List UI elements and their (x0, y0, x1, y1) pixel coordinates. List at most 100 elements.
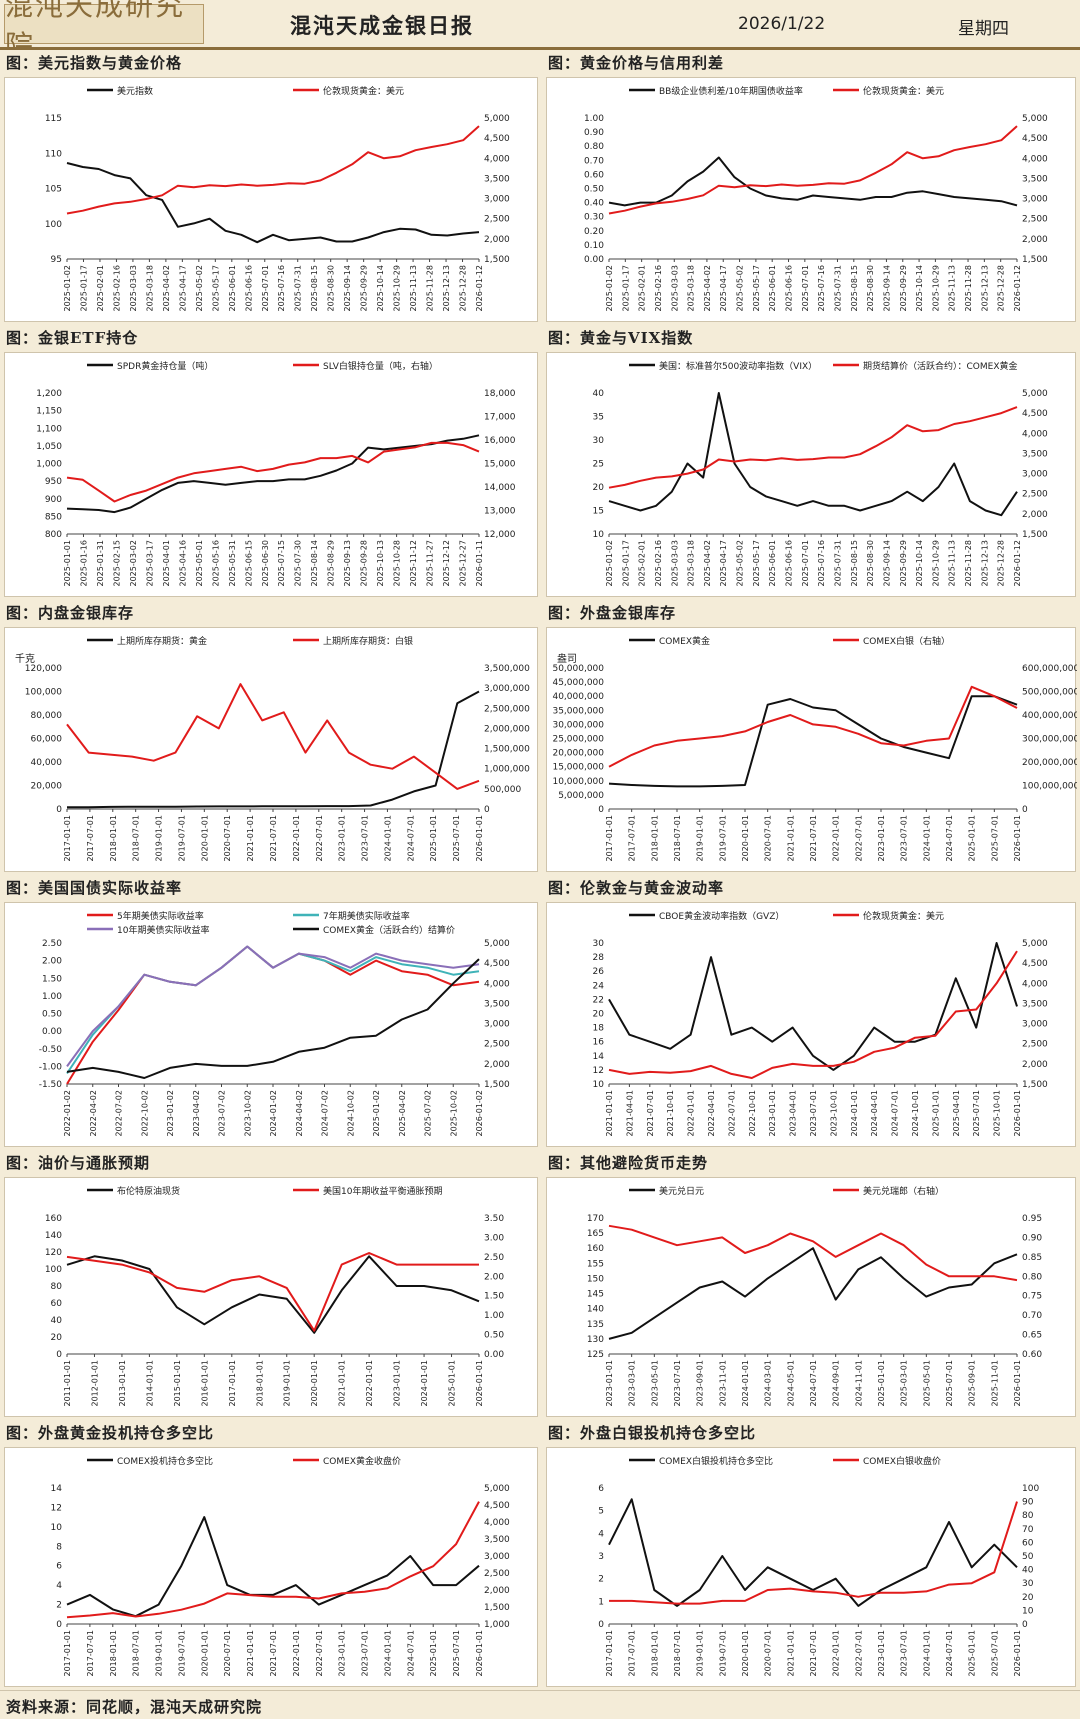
x-tick-label: 2022-01-01 (832, 1630, 841, 1677)
x-tick-label: 2025-09-01 (968, 1360, 977, 1407)
y-tick-label: 0 (56, 1350, 62, 1360)
y2-tick-label: 30 (1022, 1579, 1034, 1589)
x-tick-label: 2017-01-01 (228, 1360, 237, 1407)
y2-tick-label: 100 (1022, 1484, 1039, 1494)
y-tick-label: 60 (51, 1299, 63, 1309)
chart-title: 图：其他避险货币走势 (542, 1150, 709, 1176)
y2-tick-label: 2,500 (484, 1569, 510, 1579)
chart-svg: 美元兑日元 美元兑瑞郎（右轴） 125 130 135 140 145 150 155 160 16… (587, 1185, 1043, 1407)
chart-area: COMEX黄金 COMEX白银（右轴） 盎司 0 5,000,000 10,000,000… (546, 627, 1077, 872)
y-tick-label: 12 (51, 1503, 62, 1513)
y-tick-label: 80,000 (31, 711, 63, 721)
x-tick-label: 2025-08-15 (850, 540, 859, 587)
y2-tick-label: 18,000 (484, 389, 516, 399)
report-weekday: 星期四 (958, 19, 1009, 39)
y2-tick-label: 2,500,000 (484, 704, 530, 714)
y2-tick-label: 2,000,000 (484, 724, 530, 734)
y-tick-label: 0.80 (584, 142, 604, 152)
series-line (66, 1252, 479, 1332)
x-tick-label: 2024-07-01 (945, 815, 954, 862)
x-tick-label: 2020-07-01 (764, 1630, 773, 1677)
y-tick-label: 1,200 (36, 389, 62, 399)
y-tick-label: 26 (593, 967, 605, 977)
chart-panel: 图：其他避险货币走势美元兑日元 美元兑瑞郎（右轴） 125 130 135 140 145 1… (542, 1150, 1080, 1420)
chart-panel: 图：外盘金银库存 COMEX黄金 COMEX白银（右轴） 盎司 0 5,000,000 10… (542, 600, 1080, 875)
series-line (66, 441, 480, 503)
y2-tick-label: 1,000 (484, 1620, 510, 1630)
series-line (66, 1501, 480, 1619)
x-tick-label: 2025-02-01 (638, 265, 647, 312)
x-tick-label: 2025-07-15 (277, 540, 286, 587)
x-tick-label: 2025-07-01 (945, 1360, 954, 1407)
series-line (66, 945, 480, 1067)
x-tick-label: 2020-01-01 (200, 1630, 209, 1677)
y-tick-label: 120 (45, 1248, 62, 1258)
y2-tick-label: 4,500 (1022, 134, 1048, 144)
x-tick-label: 2025-01-16 (79, 540, 88, 587)
x-tick-label: 2025-05-31 (228, 540, 237, 587)
y2-tick-label: 3,500,000 (484, 664, 530, 674)
x-tick-label: 2022-07-02 (115, 1090, 124, 1137)
x-tick-label: 2021-01-01 (246, 1630, 255, 1677)
x-tick-label: 2025-11-12 (409, 540, 418, 587)
x-tick-label: 2023-01-02 (166, 1090, 175, 1137)
x-tick-label: 2022-07-01 (727, 1090, 736, 1137)
y2-tick-label: 1,500,000 (484, 745, 530, 755)
x-tick-label: 2024-03-01 (764, 1360, 773, 1407)
y-tick-label: 20 (593, 1010, 605, 1020)
series-line (608, 406, 1018, 489)
chart-svg: 美元指数 伦敦现货黄金：美元 95 100 105 110 115 1,500 2,000 2,5… (45, 85, 510, 312)
x-tick-label: 2020-01-01 (200, 815, 209, 862)
x-tick-label: 2023-07-01 (361, 815, 370, 862)
x-tick-label: 2025-12-13 (980, 265, 989, 312)
y-tick-label: 0 (56, 805, 62, 815)
x-tick-label: 2023-10-02 (243, 1090, 252, 1137)
y-tick-label: 0.40 (584, 199, 604, 209)
x-tick-label: 2025-01-01 (429, 1630, 438, 1677)
series-line (66, 958, 480, 1079)
y2-tick-label: 3,000 (1022, 470, 1048, 480)
y-tick-label: 0.50 (42, 1010, 62, 1020)
y2-tick-label: 0.65 (1022, 1331, 1042, 1341)
x-tick-label: 2025-11-13 (948, 265, 957, 312)
x-tick-label: 2022-01-01 (292, 1630, 301, 1677)
chart-panel: 图：外盘黄金投机持仓多空比 COMEX投机持仓多空比 COMEX黄金收盘价 0 2 4 6 8… (0, 1420, 542, 1690)
series-line (608, 156, 1018, 207)
y-tick-label: 3 (598, 1552, 604, 1562)
y-tick-label: 120,000 (25, 664, 62, 674)
y-tick-label: 130 (587, 1335, 604, 1345)
x-tick-label: 2022-04-02 (89, 1090, 98, 1137)
chart-svg: 美国：标准普尔500波动率指数（VIX） 期货结算价（活跃合约）：COMEX黄金 1… (593, 360, 1048, 587)
x-tick-label: 2025-10-29 (931, 265, 940, 312)
x-tick-label: 2024-07-01 (891, 1090, 900, 1137)
chart-svg: COMEX投机持仓多空比 COMEX黄金收盘价 0 2 4 6 8 10 12 14 1,000 1,… (51, 1455, 510, 1677)
x-tick-label: 2025-02-01 (96, 265, 105, 312)
x-tick-label: 2022-01-02 (63, 1090, 72, 1137)
x-tick-label: 2025-07-02 (424, 1090, 433, 1137)
x-tick-label: 2025-09-29 (899, 540, 908, 587)
y-tick-label: 80 (51, 1282, 63, 1292)
y2-tick-label: 3.50 (484, 1214, 504, 1224)
legend-label: COMEX黄金 (659, 635, 710, 647)
x-tick-label: 2025-01-02 (605, 540, 614, 587)
y-tick-label: 0 (598, 1620, 604, 1630)
y2-tick-label: 300,000,000 (1022, 735, 1077, 745)
x-tick-label: 2025-01-01 (877, 1360, 886, 1407)
legend-label: 美元兑瑞郎（右轴） (863, 1185, 944, 1197)
x-tick-label: 2023-01-01 (338, 1630, 347, 1677)
x-tick-label: 2024-07-02 (321, 1090, 330, 1137)
chart-panel: 图：内盘金银库存 上期所库存期货：黄金 上期所库存期货：白银 千克 0 20,000 40,… (0, 600, 542, 875)
chart-title: 图：伦敦金与黄金波动率 (542, 875, 725, 901)
x-tick-label: 2021-01-01 (605, 1090, 614, 1137)
chart-svg: BB级企业债利差/10年期国债收益率 伦敦现货黄金：美元 0.00 0.10 0.20 0… (584, 85, 1048, 312)
y2-tick-label: 3,000 (484, 1552, 510, 1562)
y2-tick-label: 17,000 (484, 413, 516, 423)
legend-label: COMEX白银（右轴） (863, 635, 950, 647)
y-tick-label: 155 (587, 1259, 604, 1269)
chart-area: 美国：标准普尔500波动率指数（VIX） 期货结算价（活跃合约）：COMEX黄金 1… (546, 352, 1076, 597)
x-tick-label: 2025-09-28 (360, 540, 369, 587)
chart-svg: CBOE黄金波动率指数（GVZ） 伦敦现货黄金：美元 10 12 14 16 18 20 22 2… (593, 910, 1048, 1137)
x-tick-label: 2025-12-13 (980, 540, 989, 587)
y2-tick-label: 12,000 (484, 530, 516, 540)
x-tick-label: 2025-03-03 (670, 265, 679, 312)
